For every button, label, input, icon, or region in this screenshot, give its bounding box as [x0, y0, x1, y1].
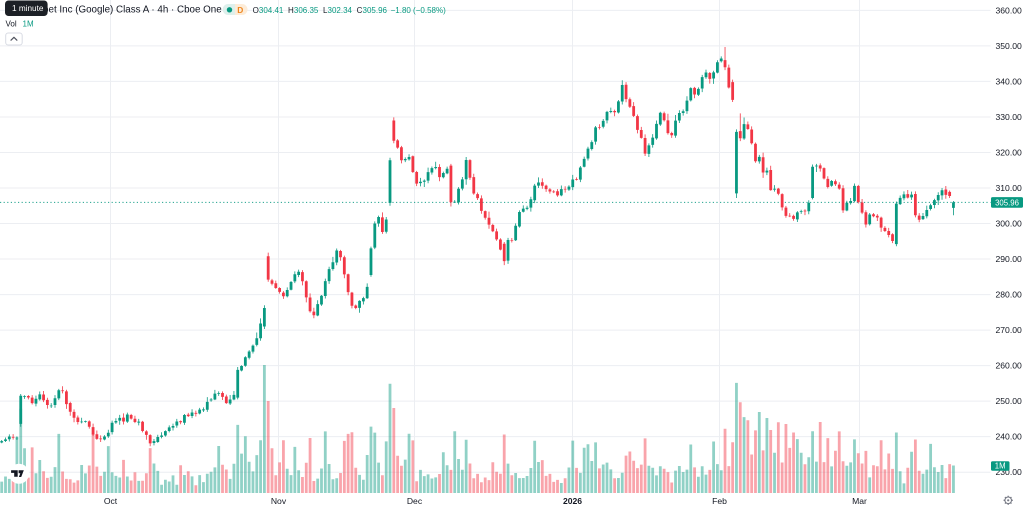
svg-text:280.00: 280.00 [996, 290, 1023, 300]
svg-text:360.00: 360.00 [996, 5, 1023, 15]
svg-text:240.00: 240.00 [996, 432, 1023, 442]
svg-text:H: H [288, 6, 294, 15]
svg-text:Vol: Vol [6, 20, 17, 29]
svg-text:340.00: 340.00 [996, 76, 1023, 86]
svg-text:290.00: 290.00 [996, 254, 1023, 264]
svg-text:260.00: 260.00 [996, 361, 1023, 371]
svg-text:306.35: 306.35 [294, 6, 319, 15]
svg-text:Oct: Oct [104, 496, 118, 506]
svg-text:250.00: 250.00 [996, 396, 1023, 406]
svg-text:L: L [323, 6, 328, 15]
svg-text:Mar: Mar [852, 496, 867, 506]
svg-text:305.96: 305.96 [363, 6, 388, 15]
svg-text:304.41: 304.41 [259, 6, 284, 15]
svg-text:Feb: Feb [712, 496, 727, 506]
svg-text:302.34: 302.34 [328, 6, 353, 15]
svg-text:−1.80 (−0.58%): −1.80 (−0.58%) [391, 6, 446, 15]
svg-text:D: D [237, 5, 243, 15]
svg-text:C: C [357, 6, 363, 15]
svg-text:350.00: 350.00 [996, 41, 1023, 51]
svg-text:310.00: 310.00 [996, 183, 1023, 193]
svg-text:1M: 1M [995, 462, 1006, 471]
svg-text:1M: 1M [23, 20, 34, 29]
svg-text:1 minute: 1 minute [12, 4, 44, 13]
svg-text:230.00: 230.00 [996, 467, 1023, 477]
svg-text:2026: 2026 [563, 496, 582, 506]
svg-text:270.00: 270.00 [996, 325, 1023, 335]
svg-text:O: O [253, 6, 259, 15]
svg-text:Alphabet Inc (Google) Class A: Alphabet Inc (Google) Class A · 4h · Cbo… [18, 5, 222, 16]
svg-text:Dec: Dec [407, 496, 423, 506]
svg-text:Nov: Nov [271, 496, 287, 506]
svg-text:330.00: 330.00 [996, 112, 1023, 122]
svg-text:305.96: 305.96 [995, 199, 1019, 208]
svg-text:300.00: 300.00 [996, 219, 1023, 229]
svg-text:320.00: 320.00 [996, 148, 1023, 158]
